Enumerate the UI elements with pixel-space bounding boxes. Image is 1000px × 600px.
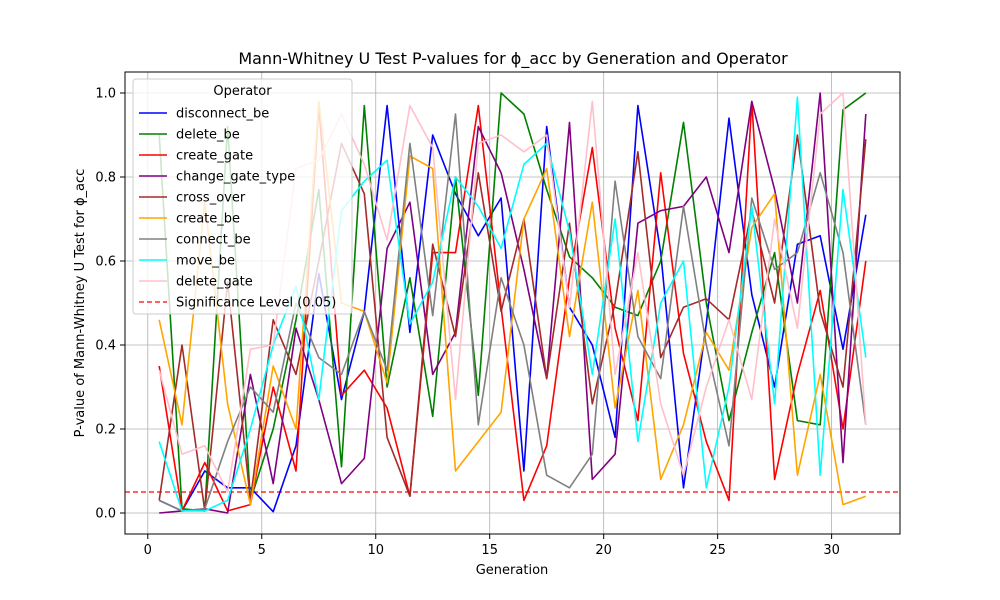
legend-title: Operator	[213, 84, 272, 99]
x-tick-label: 15	[481, 543, 498, 558]
chart-title: Mann-Whitney U Test P-values for ϕ_acc b…	[238, 49, 788, 69]
x-tick-label: 5	[258, 543, 266, 558]
axis-ticks: 0 5 10 15 20 25 30 0.0 0.2 0.4 0.6 0.8 1.0	[95, 87, 840, 559]
x-tick-label: 25	[709, 543, 726, 558]
legend-label: connect_be	[176, 233, 251, 248]
legend-label: delete_be	[176, 128, 240, 143]
legend-label: create_gate	[176, 149, 253, 164]
series-line-delete-gate	[158, 92, 867, 493]
legend-label: move_be	[176, 254, 235, 269]
x-tick-label: 20	[595, 543, 612, 558]
x-tick-label: 30	[823, 543, 840, 558]
legend-label: change_gate_type	[176, 170, 295, 185]
legend-box	[132, 78, 353, 315]
y-tick-label: 0.0	[95, 507, 116, 522]
x-tick-label: 0	[144, 543, 152, 558]
series-line-cross-over	[158, 134, 867, 512]
y-tick-label: 0.8	[95, 171, 116, 186]
series-line-move-be	[158, 96, 867, 512]
x-tick-label: 10	[367, 543, 384, 558]
y-tick-label: 0.2	[95, 423, 116, 438]
legend-label: delete_gate	[176, 275, 253, 290]
y-axis-label: P-value of Mann-Whitney U Test for ϕ_acc	[73, 169, 88, 438]
y-tick-label: 0.4	[95, 339, 116, 354]
series-line-delete-be	[158, 92, 867, 512]
legend-label: disconnect_be	[176, 107, 269, 122]
y-tick-label: 0.6	[95, 255, 116, 270]
legend-label: Significance Level (0.05)	[176, 296, 336, 311]
legend: Operator disconnect_be delete_be create_gat…	[132, 78, 353, 315]
series-line-change-gate-type	[159, 92, 867, 514]
plot-frame	[124, 71, 901, 535]
series-line-create-be	[158, 100, 867, 506]
legend-label: cross_over	[176, 191, 246, 206]
series-line-create-gate	[158, 100, 867, 512]
legend-label: create_be	[176, 212, 240, 227]
y-tick-label: 1.0	[95, 87, 116, 102]
series-line-disconnect-be	[158, 104, 867, 513]
x-axis-label: Generation	[476, 563, 549, 578]
series-layer	[158, 92, 867, 514]
